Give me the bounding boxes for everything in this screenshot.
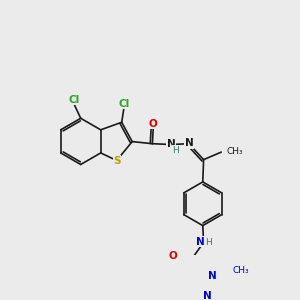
Text: CH₃: CH₃: [232, 266, 249, 275]
Text: S: S: [113, 156, 121, 166]
Text: O: O: [149, 119, 158, 129]
Text: N: N: [196, 237, 205, 247]
Text: CH₃: CH₃: [226, 147, 243, 156]
Text: H: H: [205, 238, 212, 247]
Text: H: H: [172, 146, 179, 155]
Text: N: N: [203, 291, 212, 300]
Text: N: N: [167, 139, 176, 149]
Text: N: N: [208, 271, 216, 281]
Text: Cl: Cl: [118, 99, 129, 109]
Text: Cl: Cl: [69, 95, 80, 105]
Text: O: O: [168, 251, 177, 261]
Text: N: N: [185, 138, 194, 148]
